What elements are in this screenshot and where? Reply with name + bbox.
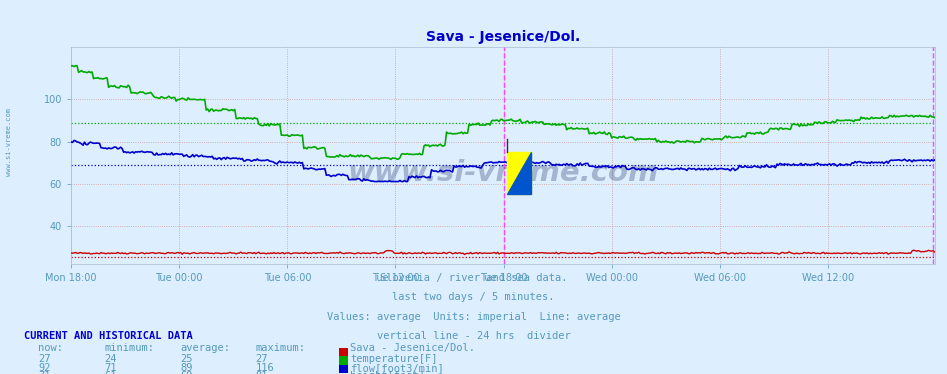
Text: 24: 24 [104,354,116,364]
Text: Slovenia / river and sea data.: Slovenia / river and sea data. [380,273,567,283]
Text: 71: 71 [104,363,116,373]
Text: vertical line - 24 hrs  divider: vertical line - 24 hrs divider [377,331,570,341]
Text: 71: 71 [38,371,50,374]
Text: maximum:: maximum: [256,343,306,353]
Text: 89: 89 [180,363,192,373]
Polygon shape [507,152,530,194]
Text: average:: average: [180,343,230,353]
Text: temperature[F]: temperature[F] [350,354,438,364]
Text: 81: 81 [256,371,268,374]
Text: height[foot]: height[foot] [350,371,425,374]
Text: 61: 61 [104,371,116,374]
Text: 116: 116 [256,363,275,373]
Text: CURRENT AND HISTORICAL DATA: CURRENT AND HISTORICAL DATA [24,331,192,341]
Text: Values: average  Units: imperial  Line: average: Values: average Units: imperial Line: av… [327,312,620,322]
Text: now:: now: [38,343,63,353]
Text: Sava - Jesenice/Dol.: Sava - Jesenice/Dol. [350,343,475,353]
Text: 27: 27 [38,354,50,364]
Text: 69: 69 [180,371,192,374]
Text: minimum:: minimum: [104,343,154,353]
Text: 92: 92 [38,363,50,373]
Text: www.si-vreme.com: www.si-vreme.com [7,108,12,176]
Text: 27: 27 [256,354,268,364]
Text: flow[foot3/min]: flow[foot3/min] [350,363,444,373]
Title: Sava - Jesenice/Dol.: Sava - Jesenice/Dol. [426,30,580,44]
Text: last two days / 5 minutes.: last two days / 5 minutes. [392,292,555,303]
Text: 25: 25 [180,354,192,364]
Bar [507,152,530,194]
Text: www.si-vreme.com: www.si-vreme.com [348,159,658,187]
